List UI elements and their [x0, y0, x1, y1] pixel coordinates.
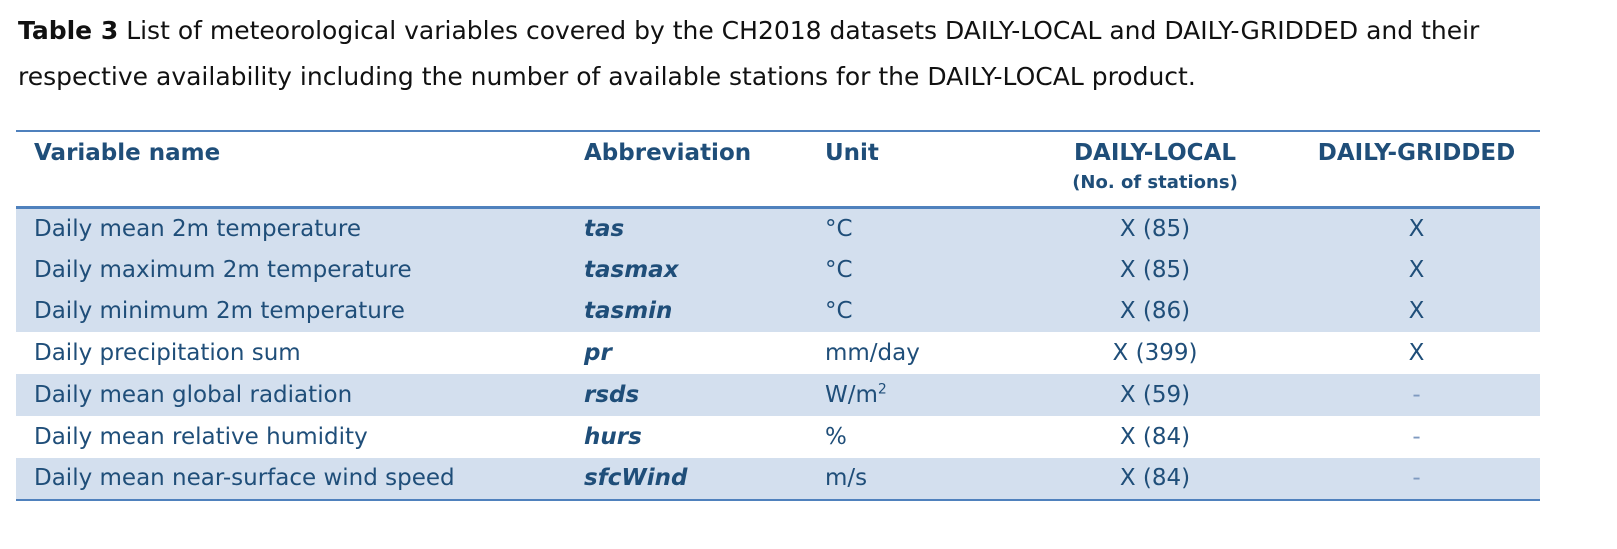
cell-daily-gridded: X — [1293, 248, 1540, 291]
table-header: Variable name Abbreviation Unit DAILY-LO… — [16, 131, 1540, 209]
cell-unit: % — [807, 416, 1017, 458]
header-unit: Unit — [807, 131, 1017, 209]
unit-text: W/m — [825, 382, 878, 409]
cell-daily-gridded: - — [1293, 374, 1540, 416]
cell-variable: Daily mean 2m temperature — [16, 207, 566, 249]
cell-abbreviation: tas — [566, 207, 807, 249]
table-caption: Table 3 List of meteorological variables… — [18, 8, 1608, 100]
cell-daily-local: X (399) — [1112, 340, 1198, 367]
unit-text: m/s — [825, 465, 868, 492]
cell-daily-local: X (84) — [1119, 423, 1191, 450]
cell-unit: °C — [807, 248, 1017, 291]
cell-abbreviation: sfcWind — [566, 457, 807, 500]
cell-variable: Daily mean near-surface wind speed — [16, 457, 566, 500]
header-daily-gridded: DAILY-GRIDDED — [1293, 131, 1540, 209]
cell-unit: mm/day — [807, 332, 1017, 374]
cell-variable: Daily mean global radiation — [16, 374, 566, 416]
cell-daily-gridded: X — [1408, 340, 1425, 367]
header-row: Variable name Abbreviation Unit DAILY-LO… — [16, 131, 1540, 209]
unit-text: °C — [825, 215, 853, 242]
cell-daily-local: X (85) — [1017, 248, 1293, 291]
cell-abbreviation: hurs — [584, 423, 642, 450]
unit-text: % — [825, 423, 847, 450]
header-daily-local-label: DAILY-LOCAL — [1073, 140, 1237, 166]
header-daily-local: DAILY-LOCAL (No. of stations) — [1017, 131, 1293, 209]
cell-daily-gridded: X — [1293, 290, 1540, 333]
unit-text: °C — [825, 256, 853, 283]
variables-table: Variable name Abbreviation Unit DAILY-LO… — [16, 130, 1540, 501]
cell-abbreviation: rsds — [566, 374, 807, 416]
cell-unit: m/s — [807, 457, 1017, 500]
caption-text: List of meteorological variables covered… — [18, 16, 1480, 91]
table-row: Daily precipitation sum pr mm/day X (399… — [16, 332, 1540, 374]
header-abbreviation: Abbreviation — [566, 131, 807, 209]
cell-daily-gridded: X — [1293, 207, 1540, 249]
cell-abbreviation: tasmin — [566, 290, 807, 333]
cell-variable: Daily maximum 2m temperature — [16, 248, 566, 291]
cell-daily-local: X (59) — [1017, 374, 1293, 416]
cell-daily-local: X (85) — [1017, 207, 1293, 249]
cell-unit: °C — [807, 290, 1017, 333]
table-row: Daily maximum 2m temperature tasmax °C X… — [16, 248, 1540, 291]
cell-unit: W/m2 — [807, 374, 1017, 416]
cell-daily-local: X (84) — [1017, 457, 1293, 500]
unit-text: °C — [825, 298, 853, 325]
cell-daily-gridded: - — [1293, 457, 1540, 500]
table-row: Daily mean global radiation rsds W/m2 X … — [16, 374, 1540, 416]
cell-abbreviation: pr — [584, 340, 612, 367]
caption-label: Table 3 — [18, 16, 119, 45]
header-variable-name: Variable name — [16, 131, 566, 209]
table-row: Daily mean near-surface wind speed sfcWi… — [16, 457, 1540, 500]
cell-variable: Daily minimum 2m temperature — [16, 290, 566, 333]
cell-variable: Daily precipitation sum — [34, 340, 301, 367]
table-row: Daily mean relative humidity hurs % X (8… — [16, 416, 1540, 458]
table-body: Daily mean 2m temperature tas °C X (85) … — [16, 207, 1540, 500]
table-row: Daily minimum 2m temperature tasmin °C X… — [16, 290, 1540, 333]
cell-abbreviation: tasmax — [566, 248, 807, 291]
table-row: Daily mean 2m temperature tas °C X (85) … — [16, 207, 1540, 249]
cell-variable: Daily mean relative humidity — [34, 423, 368, 450]
cell-daily-local: X (86) — [1017, 290, 1293, 333]
cell-unit: °C — [807, 207, 1017, 249]
header-daily-local-sub: (No. of stations) — [1072, 172, 1238, 193]
cell-daily-gridded: - — [1412, 423, 1421, 450]
unit-text: mm/day — [825, 340, 920, 367]
unit-superscript: 2 — [877, 381, 887, 398]
